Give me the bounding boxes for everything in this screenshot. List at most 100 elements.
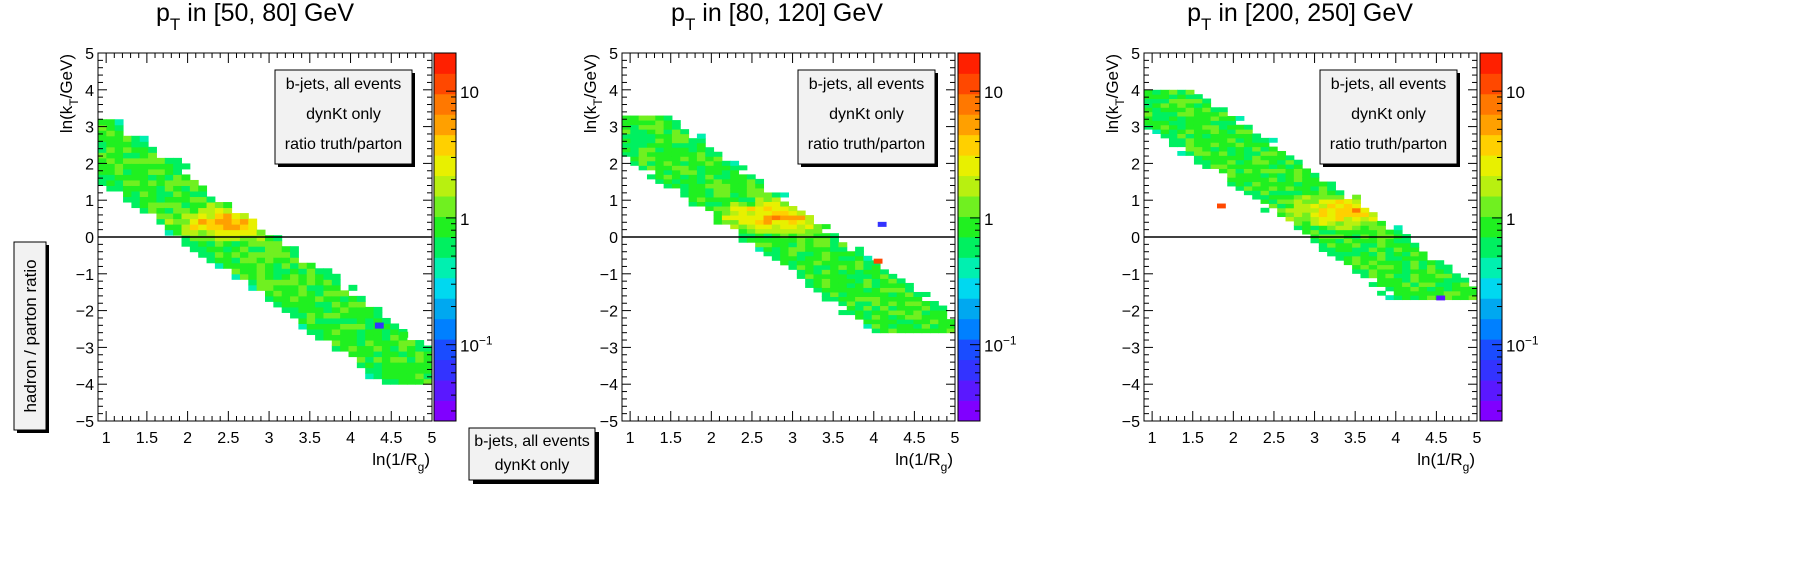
x-axis-label: ln(1/Rg) <box>1417 450 1475 474</box>
heatmap-cell <box>905 305 914 311</box>
y-axis-label-subscript: T <box>1113 98 1127 106</box>
heatmap-cell <box>1410 290 1420 296</box>
chart-title-subscript: T <box>1201 15 1211 34</box>
heatmap-cell <box>1418 260 1428 266</box>
heatmap-cell <box>256 279 266 286</box>
heatmap-cell <box>1335 255 1345 261</box>
heatmap-cell <box>315 323 324 330</box>
heatmap-cell <box>348 295 358 302</box>
heatmap-cell <box>1144 120 1153 126</box>
color-bar-segment <box>958 196 980 217</box>
heatmap-cell <box>198 229 208 236</box>
heatmap-cell <box>680 133 690 139</box>
heatmap-cell <box>214 257 224 264</box>
heatmap-cell <box>1335 194 1345 200</box>
heatmap-cell <box>1160 133 1170 139</box>
heatmap-cell <box>306 262 316 269</box>
heatmap-cell <box>139 146 149 153</box>
heatmap-cell <box>1144 107 1153 113</box>
heatmap-cell <box>896 310 906 316</box>
color-bar-segment <box>434 359 456 381</box>
heatmap-cell <box>813 260 823 266</box>
heatmap-cell <box>646 151 656 157</box>
y-tick-label: 4 <box>85 83 94 100</box>
heatmap-cell <box>905 301 914 307</box>
heatmap-cell <box>680 147 690 153</box>
heatmap-cell <box>1368 225 1378 231</box>
y-axis-label-main: ln(k <box>1103 105 1122 133</box>
heatmap-cell <box>1202 102 1212 108</box>
heatmap-cell <box>323 329 333 336</box>
heatmap-cell <box>1277 155 1287 161</box>
heatmap-cell <box>1302 168 1311 174</box>
color-bar-segment <box>1480 114 1502 136</box>
heatmap-cell <box>780 237 789 243</box>
color-bar-segment <box>434 196 456 217</box>
heatmap-cell <box>373 334 383 341</box>
y-tick-label: −3 <box>600 340 618 357</box>
heatmap-cell <box>189 246 199 253</box>
heatmap-cell <box>223 240 233 247</box>
heatmap-cell <box>805 228 814 234</box>
heatmap-cell <box>1260 159 1270 165</box>
heatmap-cell <box>98 152 107 159</box>
heatmap-cell <box>1193 94 1203 100</box>
heatmap-cell <box>114 130 124 137</box>
heatmap-cell <box>863 301 873 307</box>
heatmap-cell <box>855 282 864 288</box>
heatmap-cell <box>281 290 291 297</box>
heatmap-cell <box>1193 116 1203 121</box>
heatmap-cell <box>356 329 366 336</box>
color-bar-segment <box>1480 73 1502 95</box>
heatmap-cell <box>1193 159 1203 165</box>
heatmap-cell <box>356 351 366 358</box>
heatmap-cell <box>622 142 631 148</box>
heatmap-cell <box>298 317 308 324</box>
heatmap-cell <box>1243 129 1253 134</box>
heatmap-cell <box>1243 146 1253 152</box>
heatmap-cell <box>771 237 781 243</box>
heatmap-cell <box>663 142 673 148</box>
chart-title-subscript: T <box>685 15 695 34</box>
heatmap-cell <box>855 291 864 297</box>
heatmap-cell <box>1260 146 1270 152</box>
heatmap-cell <box>214 229 224 236</box>
heatmap-cell <box>896 319 906 325</box>
heatmap-cell <box>1302 212 1311 218</box>
heatmap-cell <box>763 224 773 230</box>
heatmap-cell <box>771 192 781 198</box>
heatmap-cell <box>896 296 906 302</box>
heatmap-cell <box>198 213 208 220</box>
heatmap-cell <box>1343 247 1353 252</box>
heatmap-cell <box>1277 159 1287 165</box>
heatmap-cell <box>805 237 814 243</box>
heatmap-cell <box>1193 133 1203 139</box>
heatmap-cell <box>1160 111 1170 117</box>
heatmap-cell <box>114 135 124 142</box>
heatmap-cell <box>189 224 199 231</box>
heatmap-cell <box>156 185 166 192</box>
heatmap-cell <box>680 192 690 198</box>
chart-title-rest: in [50, 80] GeV <box>180 0 354 27</box>
heatmap-cell <box>348 351 358 358</box>
heatmap-cell <box>1427 295 1436 301</box>
heatmap-cell <box>671 133 681 139</box>
heatmap-cell <box>1368 268 1378 274</box>
heatmap-cell <box>181 218 191 225</box>
heatmap-cell <box>331 301 341 308</box>
heatmap-cell <box>156 218 166 225</box>
heatmap-cell <box>1285 168 1295 174</box>
heatmap-cell <box>1310 194 1320 200</box>
heatmap-cell <box>713 169 723 175</box>
heatmap-cell <box>198 191 208 198</box>
heatmap-cell <box>921 314 931 320</box>
heatmap-cell <box>1410 273 1420 279</box>
heatmap-cell <box>913 328 923 334</box>
heatmap-cell <box>813 251 823 257</box>
heatmap-cell <box>680 183 690 189</box>
heatmap-cell <box>871 319 881 325</box>
heatmap-cell <box>813 246 823 252</box>
